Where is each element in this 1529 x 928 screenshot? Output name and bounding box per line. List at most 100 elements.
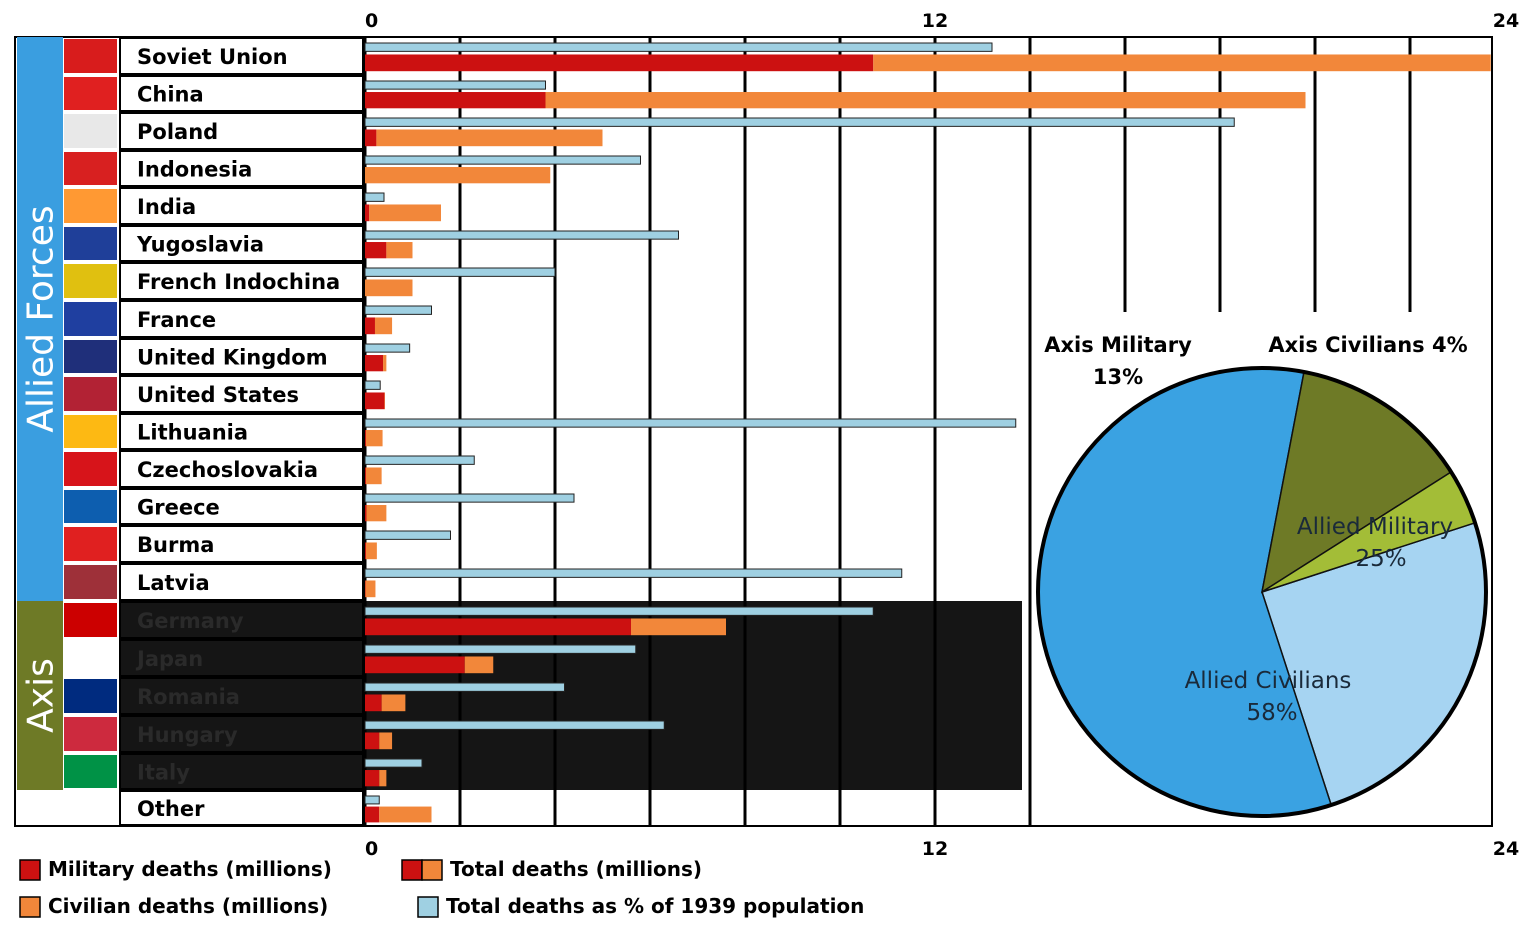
bar-pct (364, 493, 575, 503)
category-label-box (119, 300, 364, 338)
flag-icon (64, 152, 117, 185)
category-label: Hungary (137, 723, 238, 747)
bar-civilian (376, 129, 603, 147)
flag-icon (64, 114, 117, 148)
flag-icon (64, 77, 117, 110)
bar-military (365, 542, 366, 560)
bar-civilian (386, 242, 413, 259)
category-label-box (119, 677, 364, 715)
x-tick-label-bottom: 0 (365, 838, 378, 860)
bar-pct (364, 682, 565, 692)
group-band (17, 601, 63, 790)
category-label-box (119, 187, 364, 225)
bar-civilian (381, 694, 406, 712)
bar-civilian (379, 770, 387, 787)
bar-pct (364, 418, 1017, 428)
flag-icon (64, 717, 117, 751)
bar-pct (364, 230, 679, 240)
other-spacer (17, 790, 117, 825)
bar-military (365, 770, 380, 787)
bar-civilian (464, 656, 494, 674)
bars (364, 42, 1491, 823)
category-label: Poland (137, 120, 218, 144)
legend-label: Total deaths (millions) (450, 857, 702, 881)
legend-swatch (401, 859, 423, 881)
category-label: Japan (135, 647, 203, 671)
bar-military (365, 392, 385, 410)
bar-pct (364, 606, 874, 616)
bar-pct (364, 155, 641, 165)
bar-military (365, 732, 380, 750)
flag-icon (64, 755, 117, 788)
bar-civilian (365, 467, 382, 485)
flag-icon (64, 565, 117, 599)
pie-label: Axis Military (1044, 333, 1192, 357)
legend-label: Total deaths as % of 1939 population (446, 894, 864, 918)
legend-label: Military deaths (millions) (48, 857, 332, 881)
flag-icon (64, 527, 117, 561)
category-label-box (119, 338, 364, 375)
bar-civilian (383, 355, 387, 372)
category-label-box (119, 375, 364, 413)
category-label: Indonesia (137, 158, 252, 182)
pie-chart: Allied Military 25% Allied Civilians 58% Axi… (1036, 333, 1488, 818)
bar-civilian (365, 167, 551, 184)
flag-icon (64, 39, 117, 73)
bar-military (365, 355, 384, 372)
bar-military (365, 505, 367, 522)
legend-swatch (421, 859, 443, 881)
pie-label: Axis Civilians 4% (1268, 333, 1467, 357)
category-label: Other (137, 797, 205, 821)
pie-value: 25% (1355, 546, 1406, 572)
pie-label: Allied Civilians (1185, 668, 1352, 694)
flag-icon (64, 490, 117, 523)
bar-military (365, 92, 546, 109)
pie-label: Allied Military (1297, 514, 1453, 540)
bar-civilian (379, 732, 393, 750)
bar-pct (364, 80, 546, 90)
bar-military (365, 204, 370, 222)
bar-military (365, 618, 631, 636)
flag-icon (64, 603, 117, 637)
pie-value: 58% (1246, 700, 1297, 726)
bar-civilian (545, 92, 1306, 109)
category-label-box (119, 525, 364, 563)
flag-icon (64, 227, 117, 260)
flag-icon (64, 641, 117, 675)
legend-swatch (19, 859, 41, 881)
category-label-box (119, 715, 364, 753)
category-label: Czechoslovakia (137, 458, 318, 482)
flag-icon (64, 452, 117, 486)
category-label-box (119, 639, 364, 677)
x-tick-label-top: 24 (1493, 10, 1519, 32)
category-label: Soviet Union (137, 45, 288, 69)
category-label: United States (137, 383, 299, 407)
group-band (17, 37, 63, 601)
bar-military (365, 694, 382, 712)
category-label-box (119, 601, 364, 639)
bar-civilian (365, 542, 377, 560)
bar-pct (364, 720, 665, 730)
x-tick-label-bottom: 24 (1493, 838, 1519, 860)
bar-civilian (873, 54, 1491, 72)
legend-label: Civilian deaths (millions) (48, 894, 328, 918)
category-label-box (119, 75, 364, 112)
bar-civilian (365, 580, 376, 598)
pie-value: 4% (1432, 333, 1468, 357)
category-label: France (137, 308, 216, 332)
bar-civilian (366, 505, 387, 522)
category-label: China (137, 83, 204, 107)
legend: Military deaths (millions) Total deaths (… (19, 857, 864, 918)
bar-pct (364, 795, 380, 805)
x-tick-label-bottom: 12 (922, 838, 948, 860)
category-label-box (119, 413, 364, 450)
group-label: Axis (21, 658, 62, 733)
bar-military (365, 806, 380, 823)
category-label: Italy (137, 761, 190, 785)
bar-civilian (631, 618, 726, 636)
category-label: United Kingdom (137, 346, 328, 370)
bar-pct (364, 455, 475, 465)
category-label: Germany (137, 609, 244, 633)
category-label-box (119, 37, 364, 75)
category-label-box (119, 790, 364, 826)
